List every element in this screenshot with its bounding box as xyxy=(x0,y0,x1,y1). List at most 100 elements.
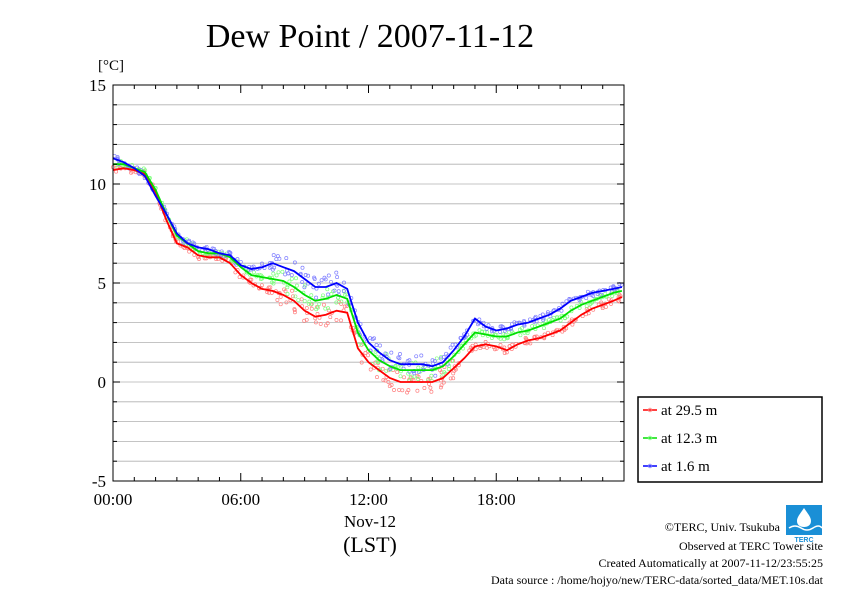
data-point xyxy=(306,301,311,306)
data-point xyxy=(389,350,394,355)
data-point xyxy=(294,276,298,281)
data-point xyxy=(366,353,370,358)
data-point xyxy=(564,299,569,304)
data-point xyxy=(438,368,443,373)
data-point xyxy=(343,292,347,297)
data-point xyxy=(478,346,483,351)
legend-item: at 1.6 m xyxy=(643,459,710,475)
data-point xyxy=(422,386,427,390)
plot-lines xyxy=(112,157,623,383)
data-point xyxy=(530,324,535,329)
data-point xyxy=(406,388,411,393)
legend-box xyxy=(637,396,823,483)
x-tick-label: 06:00 xyxy=(221,490,260,509)
data-point xyxy=(439,354,444,359)
data-point xyxy=(292,308,297,313)
data-point xyxy=(528,317,532,322)
data-point xyxy=(381,378,386,383)
data-point xyxy=(383,351,388,356)
y-tick-label: 10 xyxy=(89,175,106,194)
data-point xyxy=(448,345,453,350)
data-point xyxy=(197,257,201,261)
data-point xyxy=(277,256,282,261)
data-point xyxy=(294,283,299,288)
data-point xyxy=(397,387,402,392)
data-point xyxy=(326,306,331,311)
data-point xyxy=(275,298,280,302)
data-point xyxy=(428,385,433,390)
data-point xyxy=(319,278,324,283)
credit-created: Created Automatically at 2007-11-12/23:5… xyxy=(598,556,823,570)
data-point xyxy=(448,376,453,381)
y-tick-label: -5 xyxy=(92,472,106,491)
series-points xyxy=(112,153,624,378)
data-point xyxy=(321,293,325,298)
legend-marker xyxy=(647,463,653,469)
legend-marker xyxy=(647,407,653,413)
data-point xyxy=(599,300,604,305)
data-point xyxy=(463,341,468,345)
data-point xyxy=(482,329,487,334)
series-line xyxy=(113,163,623,371)
data-point xyxy=(282,287,287,292)
y-axis-ticks: -5 0 5 10 15 xyxy=(89,76,624,491)
data-point xyxy=(429,373,434,378)
data-point xyxy=(284,300,289,305)
data-point xyxy=(314,295,319,300)
data-point xyxy=(322,275,327,280)
data-point xyxy=(501,332,506,337)
data-point xyxy=(271,271,276,276)
data-point xyxy=(302,299,307,303)
data-point xyxy=(533,314,538,319)
data-point xyxy=(280,269,285,274)
data-point xyxy=(339,318,343,323)
legend-item: at 29.5 m xyxy=(643,403,718,419)
data-point xyxy=(329,279,333,284)
data-point xyxy=(400,388,405,393)
data-point xyxy=(429,389,434,394)
data-point xyxy=(473,333,478,338)
data-point xyxy=(304,317,309,322)
data-point xyxy=(291,294,295,299)
data-point xyxy=(274,273,279,278)
data-point xyxy=(398,374,403,379)
data-point xyxy=(290,288,295,293)
data-point xyxy=(259,283,264,288)
x-tick-label: 00:00 xyxy=(94,490,133,509)
data-point xyxy=(502,351,507,355)
data-point xyxy=(302,285,307,290)
data-point xyxy=(233,270,238,275)
y-tick-label: 5 xyxy=(98,274,107,293)
data-point xyxy=(528,341,533,346)
legend: at 29.5 m at 12.3 m at 1.6 m xyxy=(637,396,823,483)
data-point xyxy=(395,370,400,375)
data-point xyxy=(339,299,344,304)
data-point xyxy=(289,276,294,281)
data-point xyxy=(237,275,242,280)
data-point xyxy=(559,308,564,313)
data-point xyxy=(302,318,307,323)
logo-text: TERC xyxy=(794,537,813,544)
data-point xyxy=(492,347,497,352)
data-point xyxy=(271,253,276,258)
data-point xyxy=(321,302,326,307)
data-point xyxy=(416,374,421,379)
data-point xyxy=(591,294,596,298)
data-point xyxy=(540,312,545,317)
data-point xyxy=(504,350,509,355)
data-point xyxy=(285,285,290,290)
data-point xyxy=(323,306,328,311)
data-point xyxy=(518,333,523,338)
data-point xyxy=(325,287,330,292)
data-point xyxy=(336,289,341,294)
x-tick-label: 18:00 xyxy=(477,490,516,509)
data-point xyxy=(510,342,515,347)
data-point xyxy=(363,351,368,355)
data-point xyxy=(617,299,622,304)
data-point xyxy=(238,259,243,264)
data-point xyxy=(303,283,307,288)
data-point xyxy=(304,306,309,311)
data-point xyxy=(278,294,283,299)
data-point xyxy=(507,330,512,335)
